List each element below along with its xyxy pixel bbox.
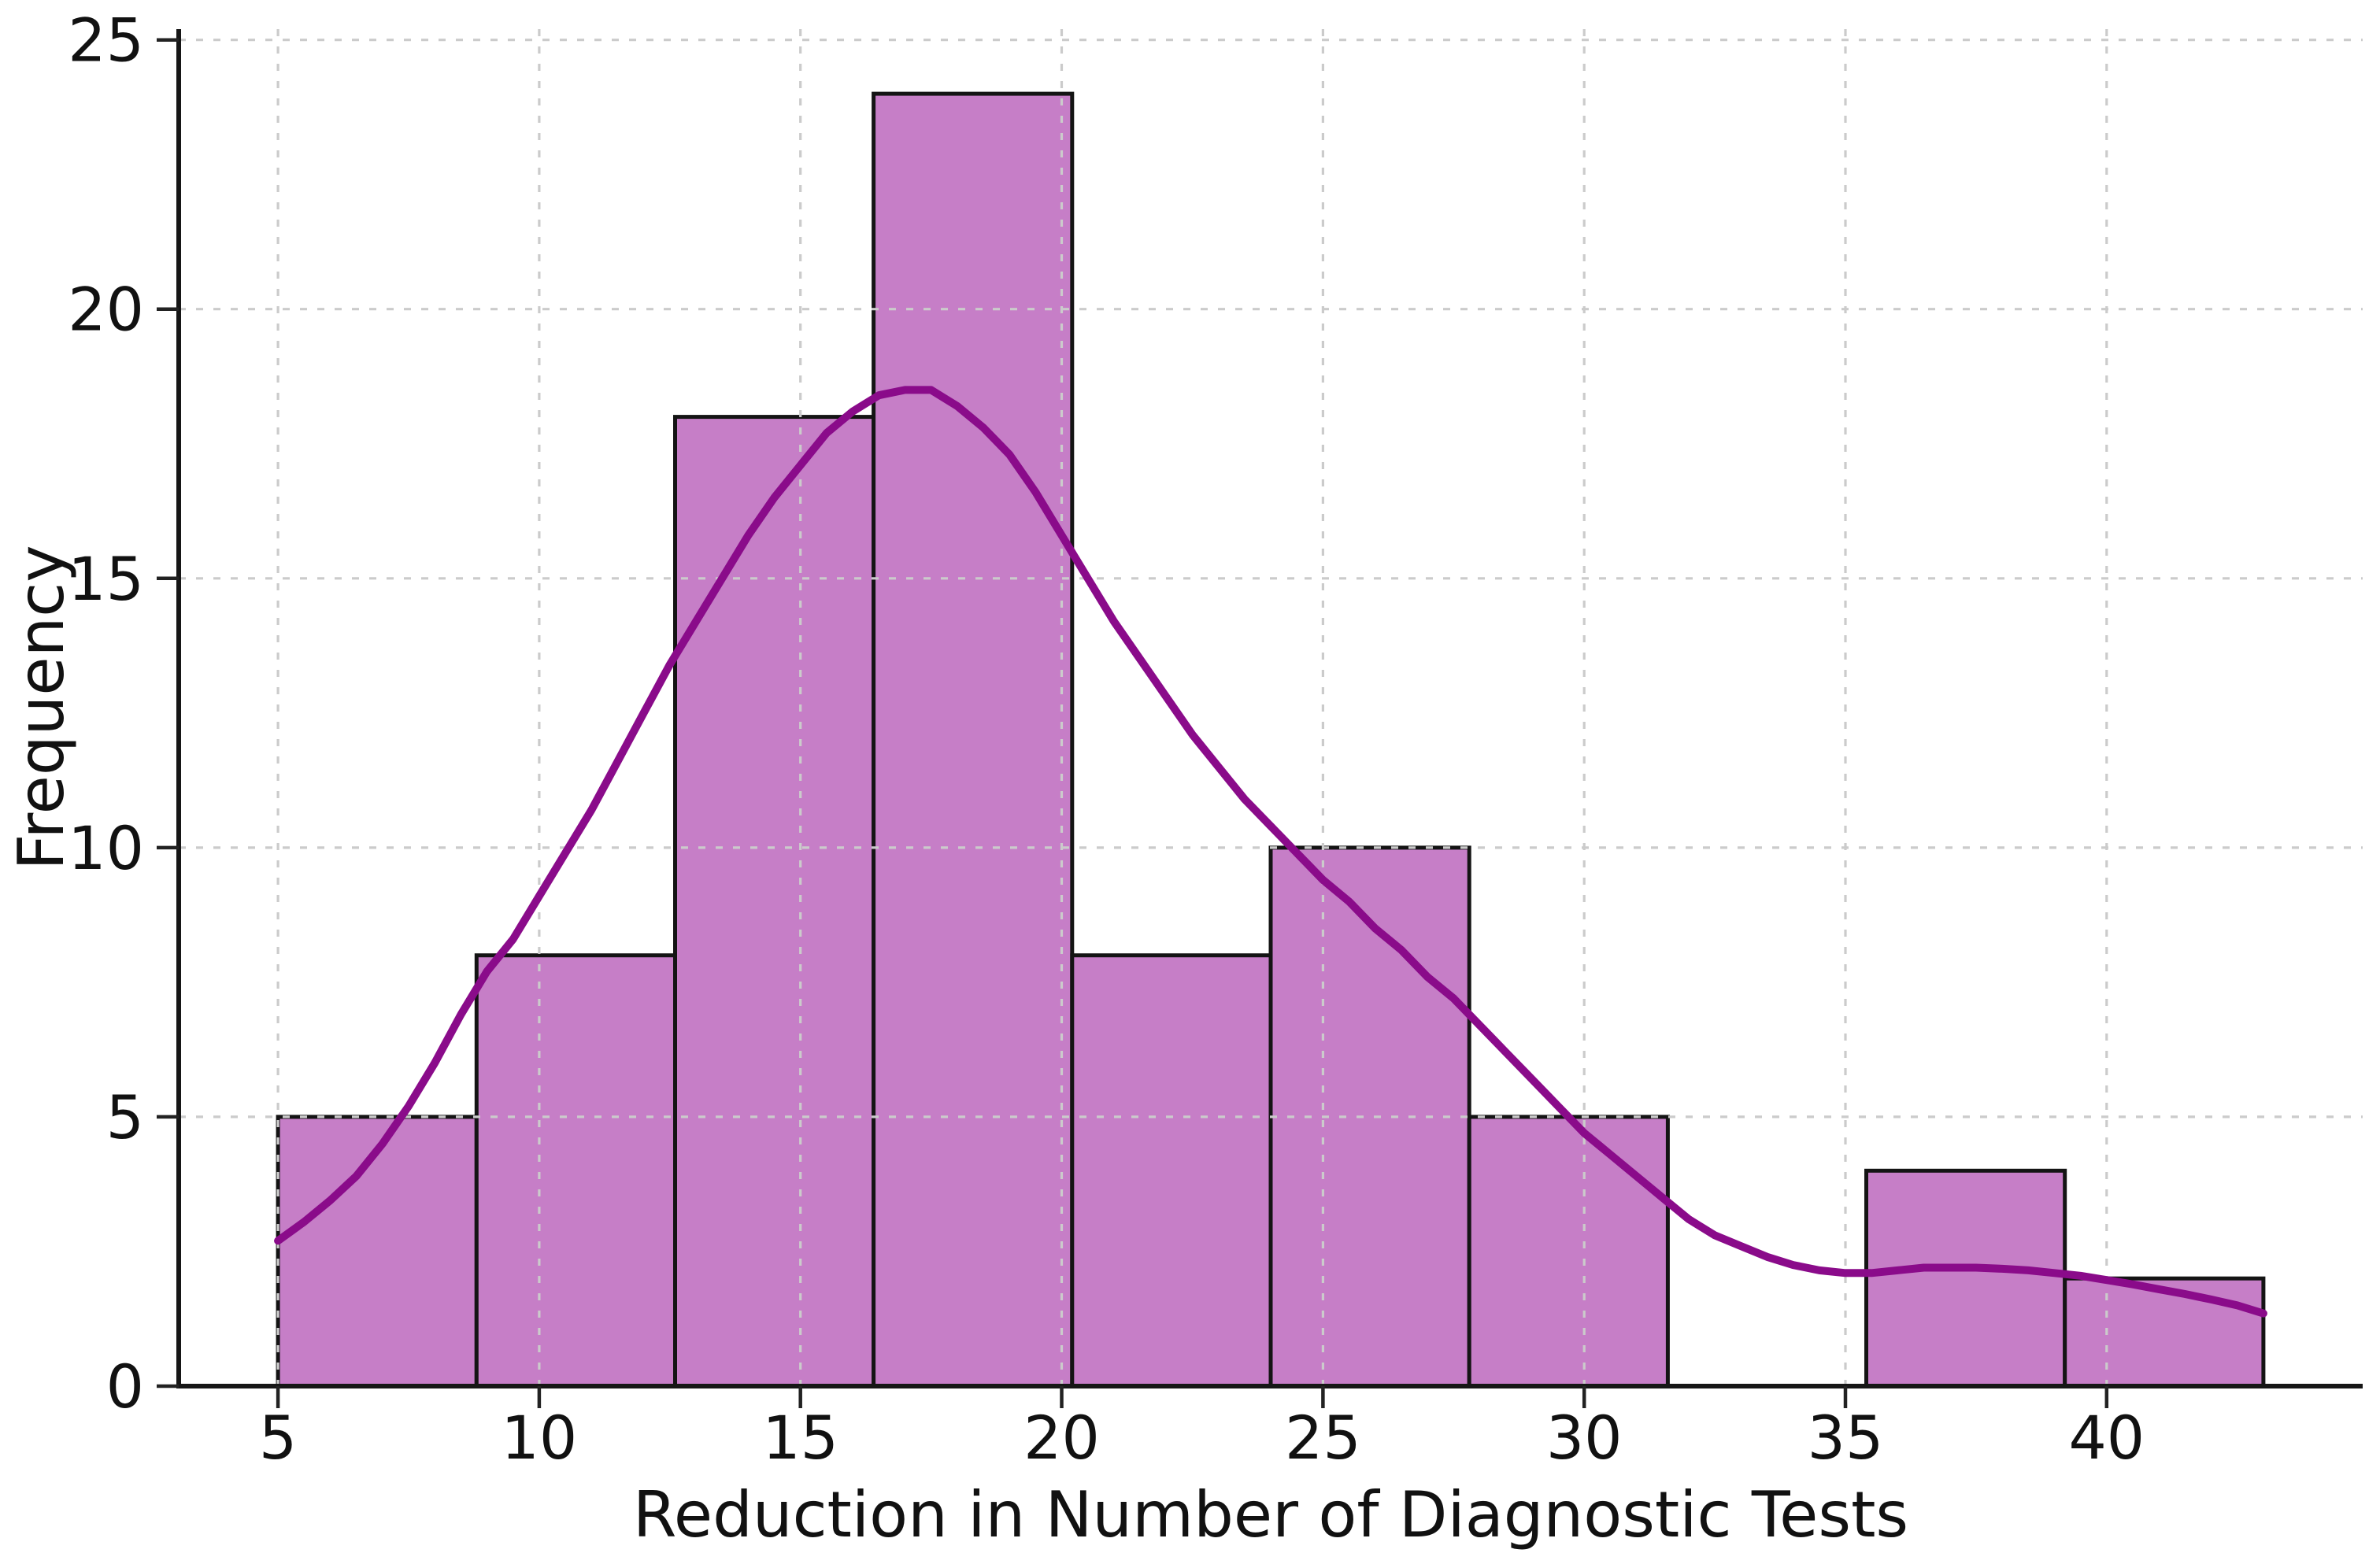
y-tick-label-25: 25 [68,6,144,76]
x-tick-label-40: 40 [2068,1403,2145,1473]
histogram-bar-1 [276,1115,479,1388]
y-tick-label-0: 0 [106,1351,144,1422]
kde-layer [274,386,2267,1318]
histogram-bar-10 [2063,1276,2266,1388]
histogram-bar-5 [1070,953,1273,1388]
x-axis-label: Reduction in Number of Diagnostic Tests [633,1478,1908,1551]
histogram-bar-7 [1467,1115,1670,1388]
histogram-bar-6 [1268,845,1471,1388]
x-tick-label-10: 10 [502,1403,578,1473]
kde-curve [274,386,2267,1318]
histogram-bar-3 [673,415,876,1388]
y-tick-label-15: 15 [68,544,144,614]
ticks-layer: 5 10 15 20 25 30 35 40 0 5 10 15 20 25 [68,6,2145,1473]
y-tick-label-5: 5 [106,1082,144,1152]
histogram-bar-2 [474,953,677,1388]
y-tick-label-10: 10 [68,813,144,883]
histogram-bar-9 [1864,1168,2067,1388]
y-tick-label-20: 20 [68,275,144,345]
x-tick-label-15: 15 [762,1403,838,1473]
y-axis-label: Frequency [5,545,78,870]
bars-layer [276,91,2266,1388]
histogram-bar-4 [872,91,1075,1388]
grid-layer [179,29,2363,1386]
x-tick-label-35: 35 [1808,1403,1884,1473]
x-tick-label-20: 20 [1023,1403,1100,1473]
x-tick-label-25: 25 [1285,1403,1361,1473]
x-tick-label-30: 30 [1546,1403,1623,1473]
x-tick-label-5: 5 [259,1403,297,1473]
